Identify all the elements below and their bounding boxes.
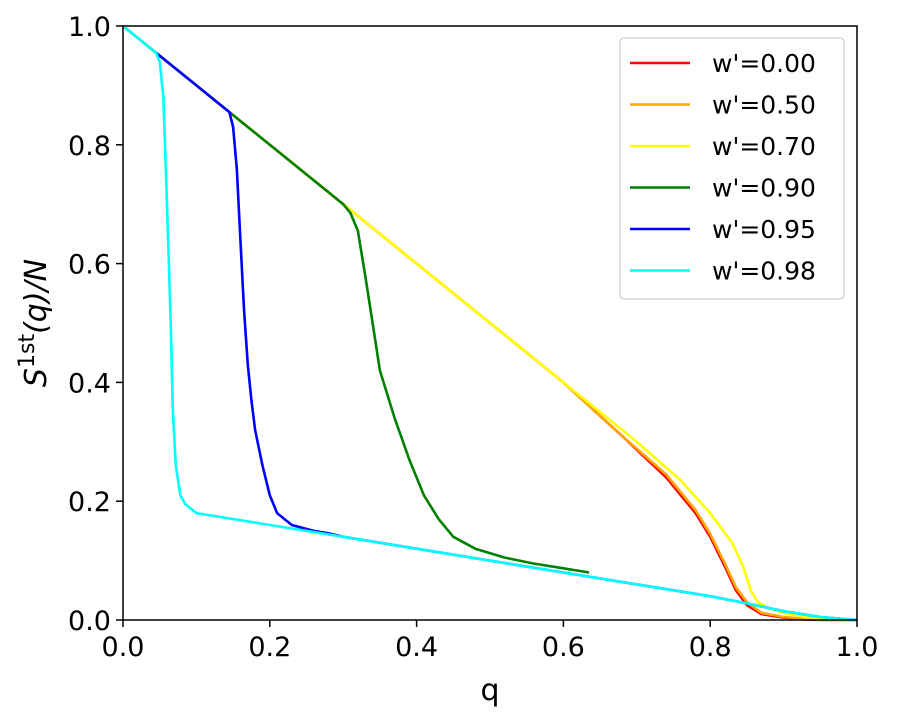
y-axis-label-rest: (q)/N bbox=[19, 259, 54, 334]
legend-label: w'=0.98 bbox=[712, 257, 816, 286]
series-line-2 bbox=[122, 24, 858, 622]
legend-label: w'=0.50 bbox=[712, 91, 816, 120]
plot-frame bbox=[122, 25, 858, 621]
y-tick-label: 0.2 bbox=[68, 487, 111, 518]
legend: w'=0.00 w'=0.50 w'=0.70 w'=0.90 w'=0.95 w'=0.… bbox=[619, 37, 845, 300]
legend-label: w'=0.90 bbox=[712, 174, 816, 203]
y-axis-label-sup: 1st bbox=[15, 334, 40, 368]
x-tick-label: 0.0 bbox=[102, 632, 145, 663]
series-line-3 bbox=[122, 24, 590, 574]
series-layer bbox=[122, 24, 858, 622]
x-tick-label: 0.2 bbox=[248, 632, 291, 663]
x-tick-label: 0.4 bbox=[395, 632, 438, 663]
tick-layer: 0.0 0.2 0.4 0.6 0.8 1.0 0.0 0.2 0.4 0.6 0.8 1.0 bbox=[68, 12, 878, 663]
legend-items: w'=0.00 w'=0.50 w'=0.70 w'=0.90 w'=0.95 w'=0.… bbox=[630, 49, 816, 286]
x-tick-label: 1.0 bbox=[836, 632, 879, 663]
y-axis-label: S1st(q)/N bbox=[15, 259, 55, 387]
x-tick-label: 0.6 bbox=[542, 632, 585, 663]
y-tick-label: 0.6 bbox=[68, 250, 111, 281]
y-tick-label: 0.0 bbox=[68, 606, 111, 637]
legend-label: w'=0.70 bbox=[712, 132, 816, 161]
y-tick-label: 0.4 bbox=[68, 368, 111, 399]
legend-label: w'=0.00 bbox=[712, 49, 816, 78]
y-axis-label-base: S bbox=[19, 368, 54, 387]
legend-label: w'=0.95 bbox=[712, 215, 816, 244]
x-axis-label: q bbox=[480, 673, 499, 708]
series-line-5 bbox=[122, 24, 858, 622]
y-tick-label: 0.8 bbox=[68, 131, 111, 162]
y-tick-label: 1.0 bbox=[68, 12, 111, 43]
x-tick-label: 0.8 bbox=[689, 632, 732, 663]
